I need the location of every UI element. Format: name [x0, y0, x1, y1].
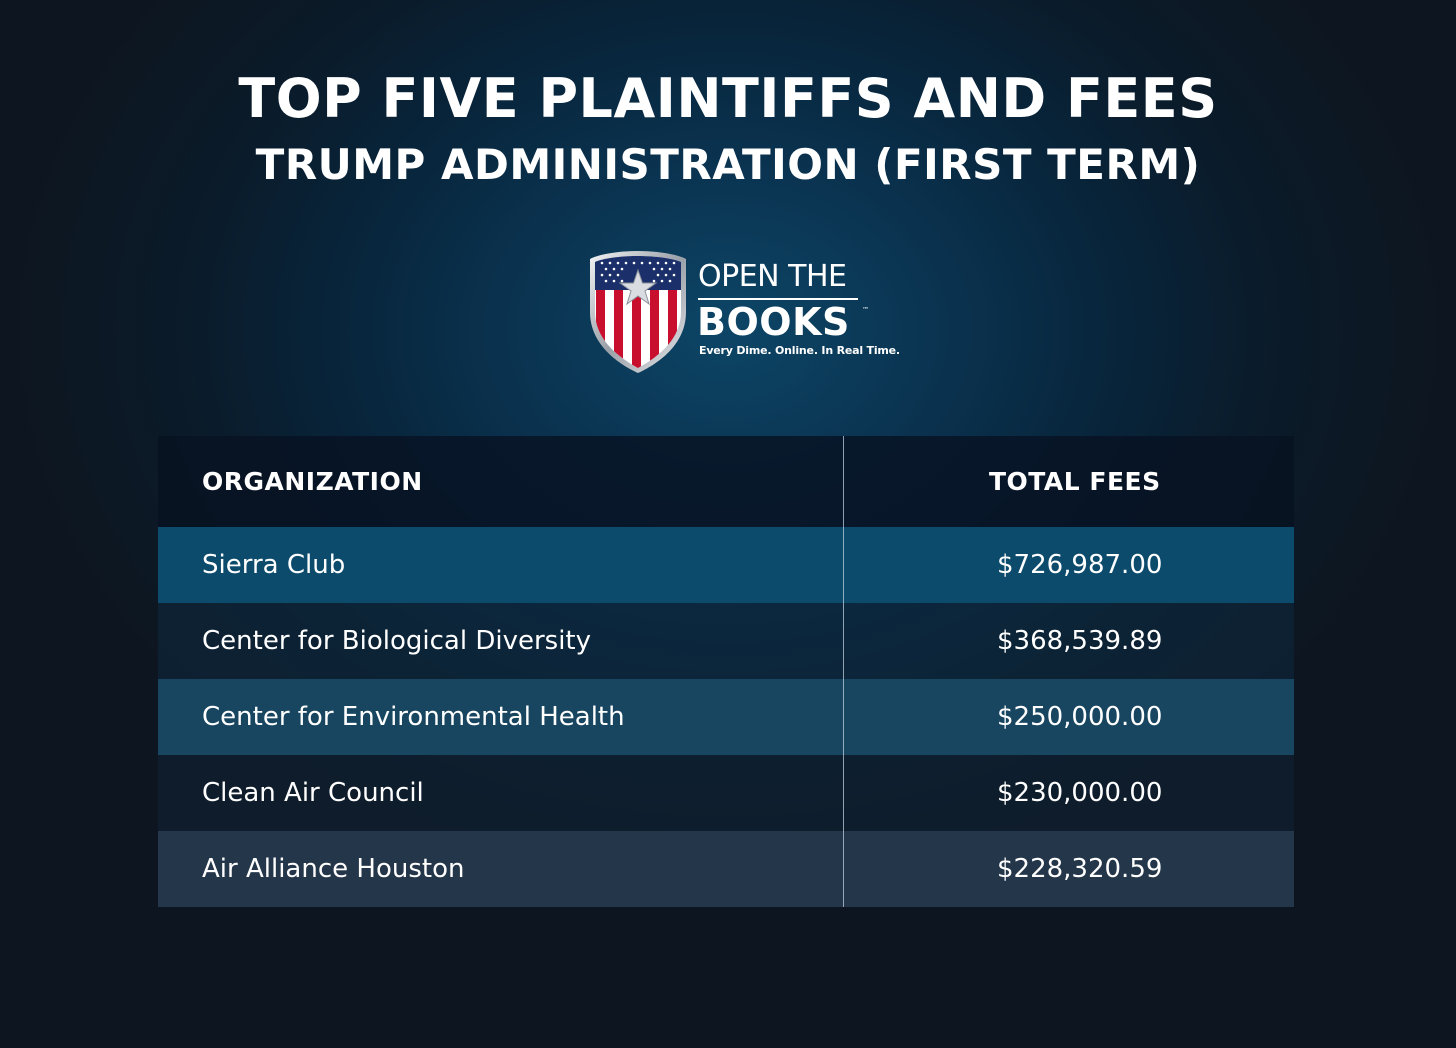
total-fees-cell: $230,000.00: [844, 755, 1294, 831]
total-fees-value: $228,320.59: [997, 854, 1163, 884]
organization-cell: Sierra Club: [202, 550, 346, 580]
page-subtitle: TRUMP ADMINISTRATION (FIRST TERM): [255, 140, 1201, 189]
page-title: TOP FIVE PLAINTIFFS AND FEES: [238, 67, 1218, 130]
organization-cell: Clean Air Council: [202, 778, 424, 808]
column-header-total-fees-cell: TOTAL FEES: [844, 436, 1294, 527]
logo-tagline: Every Dime. Online. In Real Time.: [699, 344, 900, 357]
total-fees-value: $726,987.00: [997, 550, 1163, 580]
column-header-total-fees: TOTAL FEES: [989, 467, 1161, 496]
table-row: Clean Air Council $230,000.00: [158, 755, 1294, 831]
logo-trademark: ™: [862, 306, 869, 314]
total-fees-value: $250,000.00: [997, 702, 1163, 732]
logo-books-text: BOOKS: [697, 300, 850, 344]
total-fees-value: $230,000.00: [997, 778, 1163, 808]
flag-shield-icon: [590, 251, 686, 373]
table-header-row: ORGANIZATION TOTAL FEES: [158, 436, 1294, 527]
total-fees-cell: $368,539.89: [844, 603, 1294, 679]
column-header-organization: ORGANIZATION: [202, 467, 423, 496]
total-fees-cell: $250,000.00: [844, 679, 1294, 755]
total-fees-value: $368,539.89: [997, 626, 1163, 656]
total-fees-cell: $228,320.59: [844, 831, 1294, 907]
organization-cell: Air Alliance Houston: [202, 854, 465, 884]
table-row: Air Alliance Houston $228,320.59: [158, 831, 1294, 907]
table-row: Center for Biological Diversity $368,539…: [158, 603, 1294, 679]
table-row: Sierra Club $726,987.00: [158, 527, 1294, 603]
total-fees-cell: $726,987.00: [844, 527, 1294, 603]
fees-table: ORGANIZATION TOTAL FEES Sierra Club $726…: [158, 436, 1294, 907]
organization-cell: Center for Environmental Health: [202, 702, 625, 732]
logo-open-the-text: OPEN THE: [698, 259, 847, 294]
open-the-books-logo: OPEN THE BOOKS ™ Every Dime. Online. In …: [588, 250, 900, 376]
logo-rule: [698, 298, 858, 300]
table-row: Center for Environmental Health $250,000…: [158, 679, 1294, 755]
column-divider: [843, 436, 844, 907]
organization-cell: Center for Biological Diversity: [202, 626, 591, 656]
